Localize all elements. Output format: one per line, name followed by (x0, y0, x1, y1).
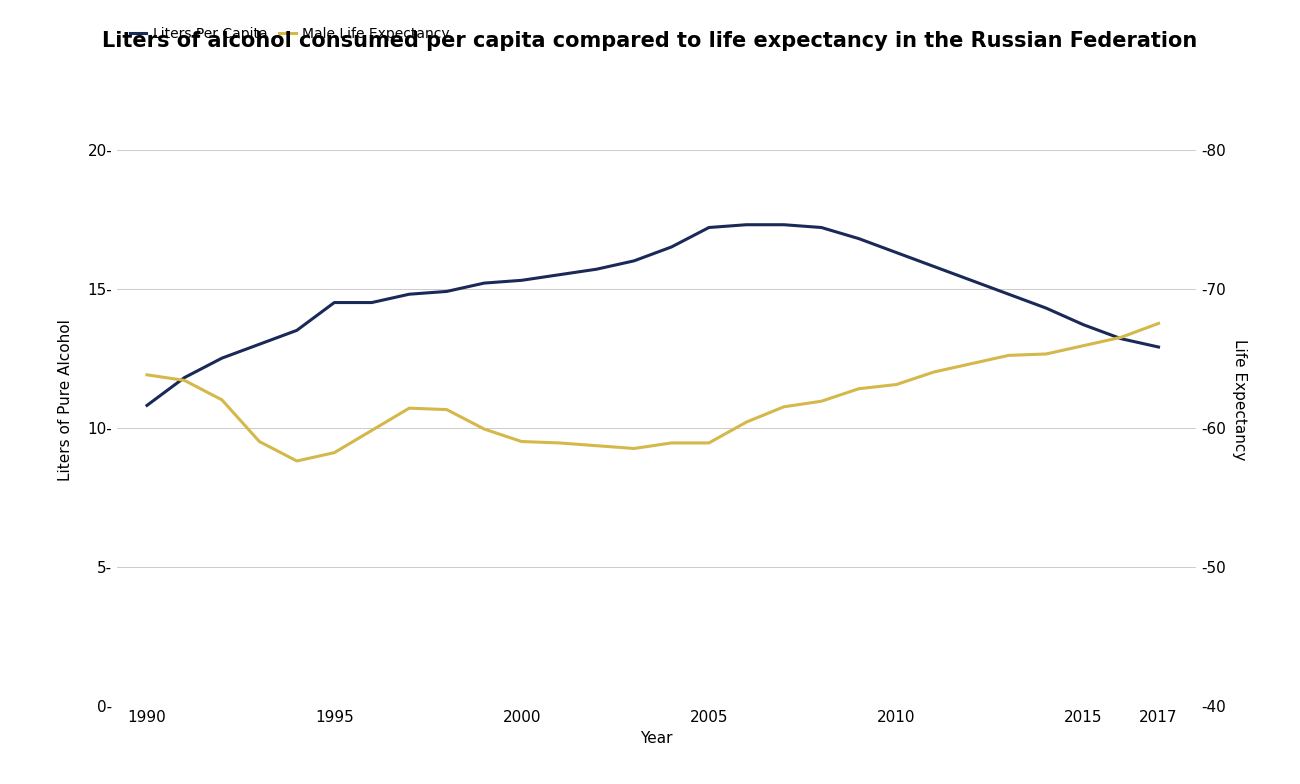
Liters Per Capita (589, 264, 604, 274)
Liters Per Capita (402, 289, 417, 299)
Liters Per Capita (664, 242, 680, 252)
Male Life Expectancy (326, 448, 342, 457)
Liters Per Capita (814, 223, 829, 232)
Male Life Expectancy (814, 397, 829, 406)
Male Life Expectancy (514, 437, 529, 446)
Male Life Expectancy (476, 424, 491, 434)
Liters Per Capita (177, 373, 192, 383)
Liters Per Capita (289, 325, 304, 335)
Liters Per Capita (139, 401, 155, 410)
Male Life Expectancy (852, 384, 867, 394)
Liters Per Capita (888, 248, 904, 257)
Male Life Expectancy (177, 376, 192, 385)
Male Life Expectancy (963, 359, 979, 368)
Liters Per Capita (1113, 334, 1128, 343)
Male Life Expectancy (139, 370, 155, 379)
Male Life Expectancy (1113, 332, 1128, 342)
Male Life Expectancy (364, 426, 380, 435)
Male Life Expectancy (1150, 319, 1166, 328)
Male Life Expectancy (1076, 341, 1092, 350)
Liters Per Capita (701, 223, 716, 232)
Liters Per Capita (364, 298, 380, 307)
Liters Per Capita (776, 220, 792, 230)
Liters Per Capita (1076, 320, 1092, 329)
Liters Per Capita (627, 256, 642, 266)
Liters Per Capita (1150, 343, 1166, 352)
Liters Per Capita (476, 278, 491, 288)
Y-axis label: Life Expectancy: Life Expectancy (1231, 339, 1247, 460)
Male Life Expectancy (776, 402, 792, 412)
Male Life Expectancy (888, 380, 904, 390)
Male Life Expectancy (738, 417, 754, 426)
Liters Per Capita (1001, 289, 1017, 299)
Liters Per Capita (738, 220, 754, 230)
Male Life Expectancy (664, 438, 680, 448)
Liters Per Capita (551, 270, 567, 279)
Legend: Liters Per Capita, Male Life Expectancy: Liters Per Capita, Male Life Expectancy (124, 21, 455, 46)
Male Life Expectancy (439, 405, 455, 414)
Liters Per Capita (252, 339, 268, 349)
Male Life Expectancy (252, 437, 268, 446)
Male Life Expectancy (589, 441, 604, 451)
Male Life Expectancy (701, 438, 716, 448)
Liters Per Capita (1039, 303, 1054, 313)
Liters Per Capita (926, 262, 941, 271)
Male Life Expectancy (551, 438, 567, 448)
Male Life Expectancy (926, 368, 941, 377)
Line: Male Life Expectancy: Male Life Expectancy (147, 324, 1158, 461)
Y-axis label: Liters of Pure Alcohol: Liters of Pure Alcohol (58, 319, 74, 481)
Male Life Expectancy (289, 456, 304, 466)
Male Life Expectancy (627, 444, 642, 453)
Liters Per Capita (852, 234, 867, 243)
Liters Per Capita (514, 276, 529, 285)
Liters Per Capita (214, 354, 230, 363)
Line: Liters Per Capita: Liters Per Capita (147, 225, 1158, 405)
Liters Per Capita (326, 298, 342, 307)
X-axis label: Year: Year (640, 731, 673, 746)
Liters Per Capita (963, 276, 979, 285)
Male Life Expectancy (1001, 350, 1017, 360)
Male Life Expectancy (1039, 350, 1054, 359)
Text: Liters of alcohol consumed per capita compared to life expectancy in the Russian: Liters of alcohol consumed per capita co… (103, 31, 1197, 52)
Male Life Expectancy (402, 404, 417, 413)
Male Life Expectancy (214, 395, 230, 405)
Liters Per Capita (439, 287, 455, 296)
